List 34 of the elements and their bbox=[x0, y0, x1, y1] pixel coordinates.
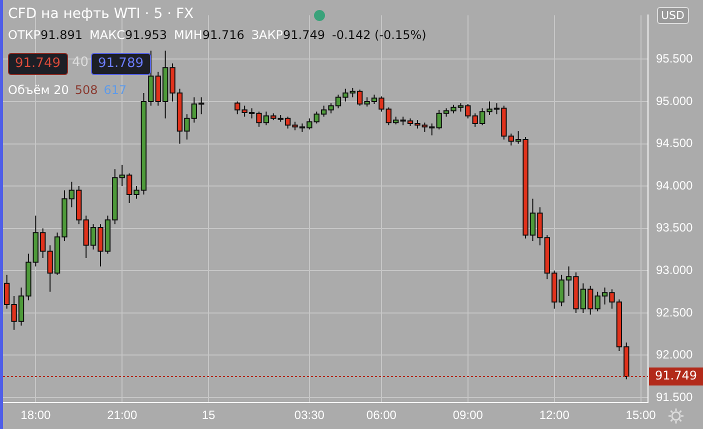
x-tick-label: 09:00 bbox=[452, 408, 484, 422]
annotation: 617 bbox=[104, 83, 127, 97]
y-tick-label: 94.500 bbox=[656, 136, 694, 150]
text: USD bbox=[657, 7, 689, 24]
annotation: ЗАКР bbox=[251, 28, 284, 42]
y-tick-label: 92.500 bbox=[656, 305, 694, 320]
x-tick-label: 21:00 bbox=[107, 408, 138, 422]
annotation: 91.789 bbox=[91, 53, 150, 75]
annotation: 91.891 bbox=[40, 28, 83, 42]
annotation: 91.953 bbox=[125, 28, 167, 42]
y-tick-label: 92.000 bbox=[656, 348, 694, 362]
chart-title: CFD на нефть WTI · 5 · FX bbox=[8, 6, 194, 22]
annotation: МАКС bbox=[90, 28, 125, 42]
annotation: МИН bbox=[174, 28, 202, 42]
annotation: 508 bbox=[74, 83, 98, 97]
annotation: 91.749 bbox=[283, 28, 326, 42]
y-tick-label: 91.500 bbox=[656, 390, 694, 404]
y-tick-label: 95.000 bbox=[656, 94, 694, 108]
x-tick-label: 15 bbox=[202, 408, 216, 422]
x-tick-label: 03:30 bbox=[294, 408, 325, 422]
y-tick-label: 93.500 bbox=[656, 220, 694, 235]
annotation: Объём 20 bbox=[8, 83, 69, 97]
annotation: 91.749 bbox=[8, 53, 68, 75]
x-tick-label: 18:00 bbox=[20, 408, 51, 422]
x-tick-label: 06:00 bbox=[366, 408, 397, 422]
y-tick-label: 93.000 bbox=[656, 262, 694, 277]
annotation: 91.716 bbox=[202, 28, 244, 42]
x-tick-label: 15:00 bbox=[626, 408, 656, 422]
annotation: -0.142 (-0.15%) bbox=[332, 28, 426, 42]
y-tick-label: 95.500 bbox=[656, 51, 694, 66]
ref-line-label: 91.749 bbox=[655, 368, 697, 383]
y-tick-label: 94.000 bbox=[656, 178, 694, 192]
x-tick-label: 12:00 bbox=[539, 408, 570, 422]
annotation: ОТКР bbox=[8, 28, 41, 42]
